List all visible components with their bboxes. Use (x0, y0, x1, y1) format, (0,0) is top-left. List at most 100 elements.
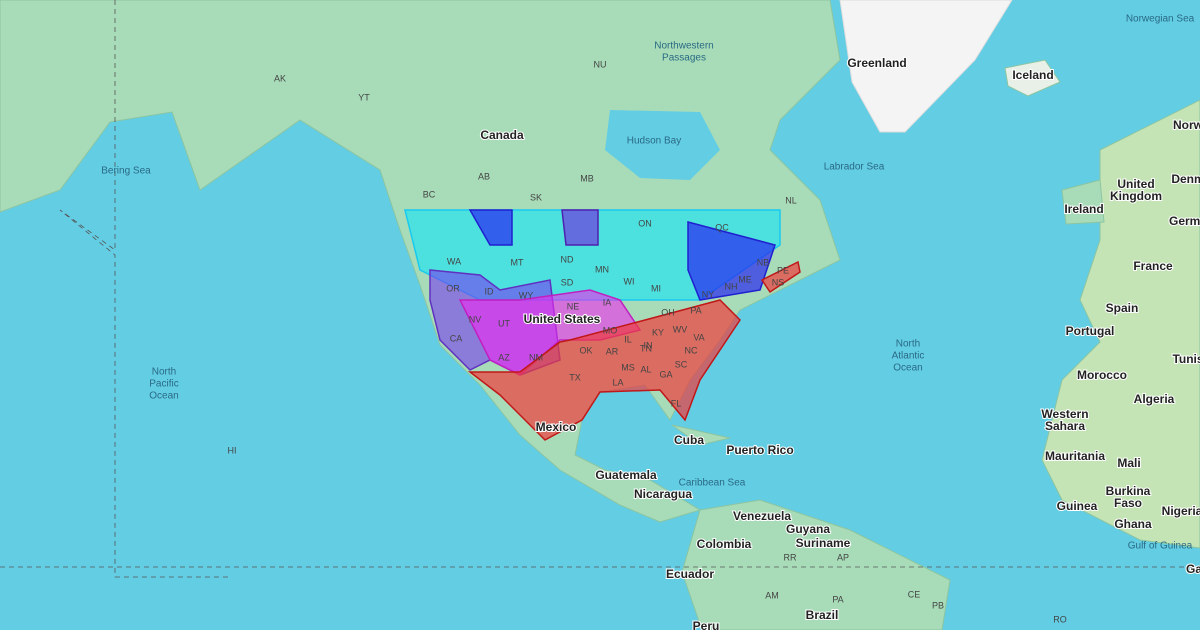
water-label: Ocean (149, 391, 178, 402)
region-label: SK (530, 192, 542, 202)
region-label: PB (932, 600, 944, 610)
water-label: Bering Sea (101, 166, 151, 177)
region-label: TX (569, 372, 581, 382)
country-label: Portugal (1066, 324, 1115, 338)
country-label: Ireland (1064, 202, 1103, 216)
country-label: Ecuador (666, 567, 714, 581)
region-label: MI (651, 283, 661, 293)
region-label: GA (659, 369, 672, 379)
region-label: OK (579, 345, 592, 355)
region-label: NL (785, 195, 797, 205)
country-label: Suriname (796, 536, 851, 550)
country-label: Mauritania (1045, 449, 1105, 463)
region-label: HI (228, 445, 237, 455)
region-label: FL (671, 398, 682, 408)
country-label: Cuba (674, 433, 704, 447)
region-label: RO (1053, 614, 1067, 624)
region-label: WI (624, 276, 635, 286)
country-label: Nicaragua (634, 487, 692, 501)
region-south (467, 299, 741, 441)
region-label: NU (594, 59, 607, 69)
region-label: AK (274, 73, 286, 83)
country-label: United (1117, 177, 1154, 191)
region-label: MB (580, 173, 594, 183)
country-label: Mali (1117, 456, 1140, 470)
hudson-bay (605, 110, 720, 180)
region-label: IN (644, 340, 653, 350)
region-label: NY (702, 289, 715, 299)
regions-overlay (404, 209, 801, 441)
region-label: PE (777, 265, 789, 275)
region-label: ON (638, 218, 652, 228)
country-label: Brazil (806, 608, 839, 622)
region-label: AZ (498, 352, 510, 362)
region-label: AB (478, 171, 490, 181)
region-label: ND (561, 254, 574, 264)
south-america (681, 499, 951, 630)
region-label: CA (450, 333, 463, 343)
region-label: SC (675, 359, 688, 369)
greenland (839, 0, 1013, 133)
water-label: Northwestern (654, 41, 713, 52)
water-label: Hudson Bay (627, 136, 681, 147)
country-label: Iceland (1012, 68, 1053, 82)
region-label: WY (519, 290, 534, 300)
europe-africa (1041, 99, 1200, 549)
country-label: Morocco (1077, 368, 1127, 382)
region-label: TN (640, 343, 652, 353)
water-label: Pacific (149, 379, 178, 390)
region-label: AR (606, 346, 619, 356)
region-label: ID (485, 286, 495, 296)
iceland (1004, 59, 1061, 97)
date-line (59, 0, 230, 578)
water-label: Gulf of Guinea (1128, 541, 1193, 552)
country-label: Kingdom (1110, 189, 1162, 203)
water-label: Atlantic (892, 351, 925, 362)
country-label: Nigeria (1162, 504, 1200, 518)
region-label: YT (358, 92, 370, 102)
region-label: AM (765, 590, 779, 600)
country-label: Puerto Rico (726, 443, 793, 457)
cuba-shape (671, 424, 731, 446)
country-label: Colombia (697, 537, 752, 551)
country-label: Spain (1106, 301, 1139, 315)
country-label: Burkina (1106, 484, 1151, 498)
region-label: CE (908, 589, 921, 599)
country-label: France (1133, 259, 1173, 273)
water-label: Labrador Sea (824, 162, 885, 173)
region-sask (561, 209, 599, 246)
region-label: LA (612, 377, 623, 387)
water-label: Caribbean Sea (679, 478, 746, 489)
country-label: Sahara (1045, 419, 1085, 433)
region-label: IL (624, 334, 632, 344)
region-label: BC (423, 189, 436, 199)
country-label: Ghana (1114, 517, 1152, 531)
region-label: WV (673, 324, 688, 334)
region-label: MS (621, 362, 635, 372)
region-label: NV (469, 314, 482, 324)
country-label: Peru (693, 619, 720, 630)
region-label: NC (685, 345, 698, 355)
labels: Greenland Iceland Canada United States Mexic… (101, 14, 1200, 630)
country-label: Guatemala (595, 468, 657, 482)
region-label: SD (561, 277, 574, 287)
country-label: Ga (1186, 562, 1200, 576)
region-label: ME (738, 274, 752, 284)
country-label: United States (524, 312, 601, 326)
country-label: Guinea (1057, 499, 1098, 513)
region-label: VA (693, 332, 704, 342)
region-label: WA (447, 256, 461, 266)
region-label: OH (661, 307, 675, 317)
water-label: Passages (662, 53, 706, 64)
country-label: Venezuela (733, 509, 791, 523)
region-label: QC (715, 222, 729, 232)
water-label: North (896, 339, 920, 350)
country-label: Germa (1169, 214, 1200, 228)
region-label: UT (498, 318, 510, 328)
region-label: NB (757, 257, 770, 267)
region-label: AP (837, 552, 849, 562)
region-label: MN (595, 264, 609, 274)
region-label: KY (652, 327, 664, 337)
country-label: Greenland (847, 56, 906, 70)
